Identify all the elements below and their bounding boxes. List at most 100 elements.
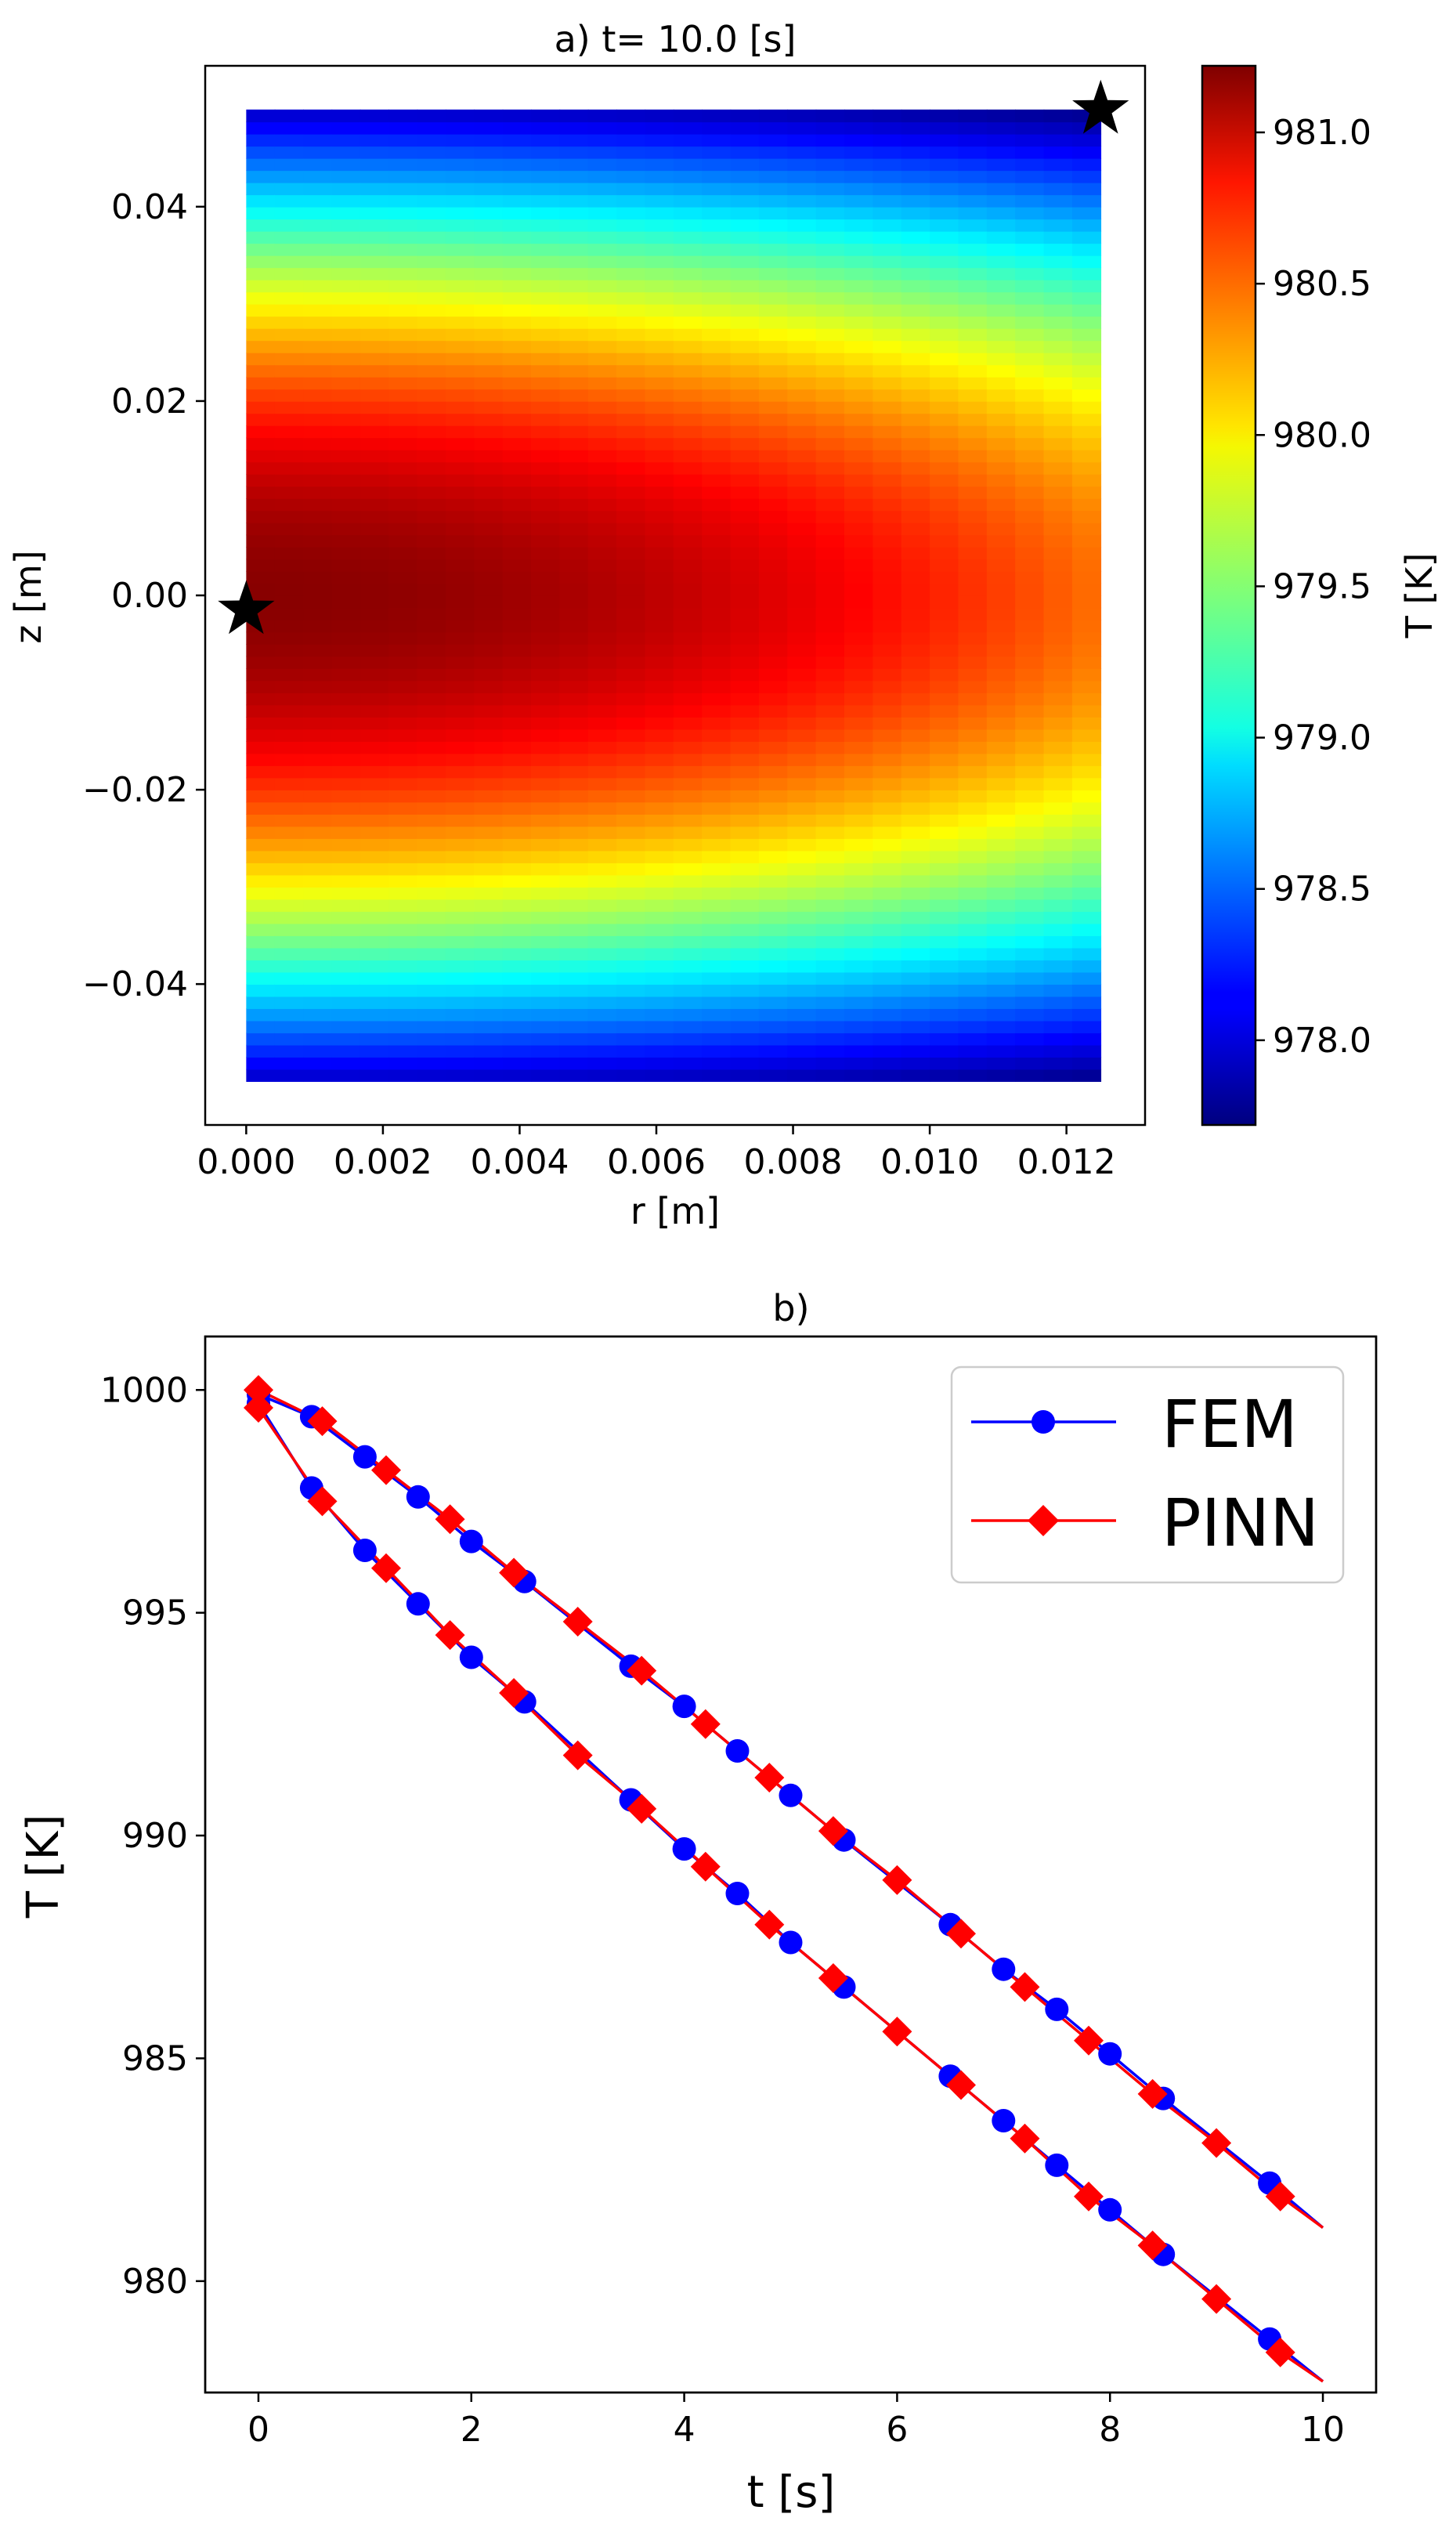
heatmap-cell [1015,790,1045,803]
heatmap-cell [815,1044,845,1058]
heatmap-cell [815,887,845,900]
heatmap-cell [645,947,674,960]
heatmap-cell [730,911,760,924]
heatmap-cell [359,863,389,876]
heatmap-cell [645,437,674,450]
pinn-point [690,1709,721,1739]
heatmap-cell [787,170,817,183]
heatmap-cell [445,595,475,609]
heatmap-cell [758,486,789,499]
heatmap-cell [474,765,504,779]
fem-point [1045,2153,1069,2177]
heatmap-cell [559,863,589,876]
heatmap-cell [616,121,646,135]
heatmap-cell [873,376,902,390]
heatmap-cell [702,449,732,463]
heatmap-cell [645,777,674,790]
heatmap-cell [730,935,760,949]
heatmap-cell [616,522,646,536]
heatmap-cell [645,559,674,572]
heatmap-cell [559,194,589,208]
heatmap-cell [901,741,930,754]
heatmap-cell [303,801,333,815]
heatmap-cell [645,704,674,718]
heatmap-cell [844,109,874,123]
heatmap-cell [901,838,930,852]
heatmap-cell [502,255,532,269]
heatmap-cell [417,620,446,633]
heatmap-cell [331,947,361,960]
heatmap-cell [587,303,617,317]
heatmap-cell [673,753,703,766]
heatmap-cell [787,109,817,123]
heatmap-cell [930,850,959,863]
heatmap-cell [474,1069,504,1082]
heatmap-cell [873,497,902,512]
heatmap-cell [246,923,276,936]
heatmap-cell [1071,874,1102,888]
heatmap-cell [986,327,1016,342]
heatmap-cell [787,1069,817,1082]
heatmap-cell [873,607,902,620]
heatmap-cell [388,656,418,669]
heatmap-cell [502,607,532,620]
heatmap-cell [616,1020,646,1033]
heatmap-cell [1043,838,1073,852]
heatmap-cell [958,534,988,548]
heatmap-cell [930,121,959,135]
heatmap-cell [958,656,988,669]
heatmap-cell [645,230,674,244]
heatmap-cell [388,1033,418,1046]
heatmap-cell [958,838,988,852]
heatmap-cell [274,194,304,208]
heatmap-cell [787,327,817,342]
heatmap-cell [1015,583,1045,596]
heatmap-cell [787,1044,817,1058]
heatmap-cell [758,316,789,329]
heatmap-cell [587,157,617,172]
heatmap-cell [274,133,304,147]
heatmap-cell [958,947,988,960]
heatmap-cell [502,534,532,548]
heatmap-cell [873,814,902,827]
heatmap-cell [559,826,589,839]
heatmap-cell [445,364,475,378]
heatmap-cell [531,449,561,463]
heatmap-cell [673,510,703,523]
heatmap-cell [359,340,389,353]
heatmap-cell [502,935,532,949]
heatmap-cell [673,243,703,256]
heatmap-cell [1015,243,1045,256]
heatmap-cell [758,206,789,220]
heatmap-cell [246,437,276,450]
heatmap-cell [986,1044,1016,1058]
heatmap-cell [616,935,646,949]
heatmap-cell [673,291,703,305]
heatmap-cell [930,765,959,779]
heatmap-cell [445,704,475,718]
heatmap-cell [901,376,930,390]
heatmap-cell [673,1020,703,1033]
heatmap-cell [531,389,561,402]
heatmap-cell [531,935,561,949]
heatmap-cell [559,607,589,620]
heatmap-cell [559,960,589,973]
heatmap-cell [303,449,333,463]
heatmap-cell [901,400,930,414]
heatmap-cell [1043,717,1073,730]
heatmap-cell [303,899,333,912]
heatmap-cell [1071,850,1102,863]
heatmap-cell [645,1069,674,1082]
heatmap-cell [815,449,845,463]
heatmap-cell [246,704,276,718]
heatmap-cell [559,157,589,172]
heatmap-cell [331,765,361,779]
heatmap-cell [587,704,617,718]
heatmap-cell [873,668,902,682]
heatmap-cell [1071,534,1102,548]
heatmap-cell [331,559,361,572]
heatmap-cell [1015,279,1045,293]
heatmap-cell [1015,935,1045,949]
heatmap-cell [1071,935,1102,949]
heatmap-cell [559,133,589,147]
